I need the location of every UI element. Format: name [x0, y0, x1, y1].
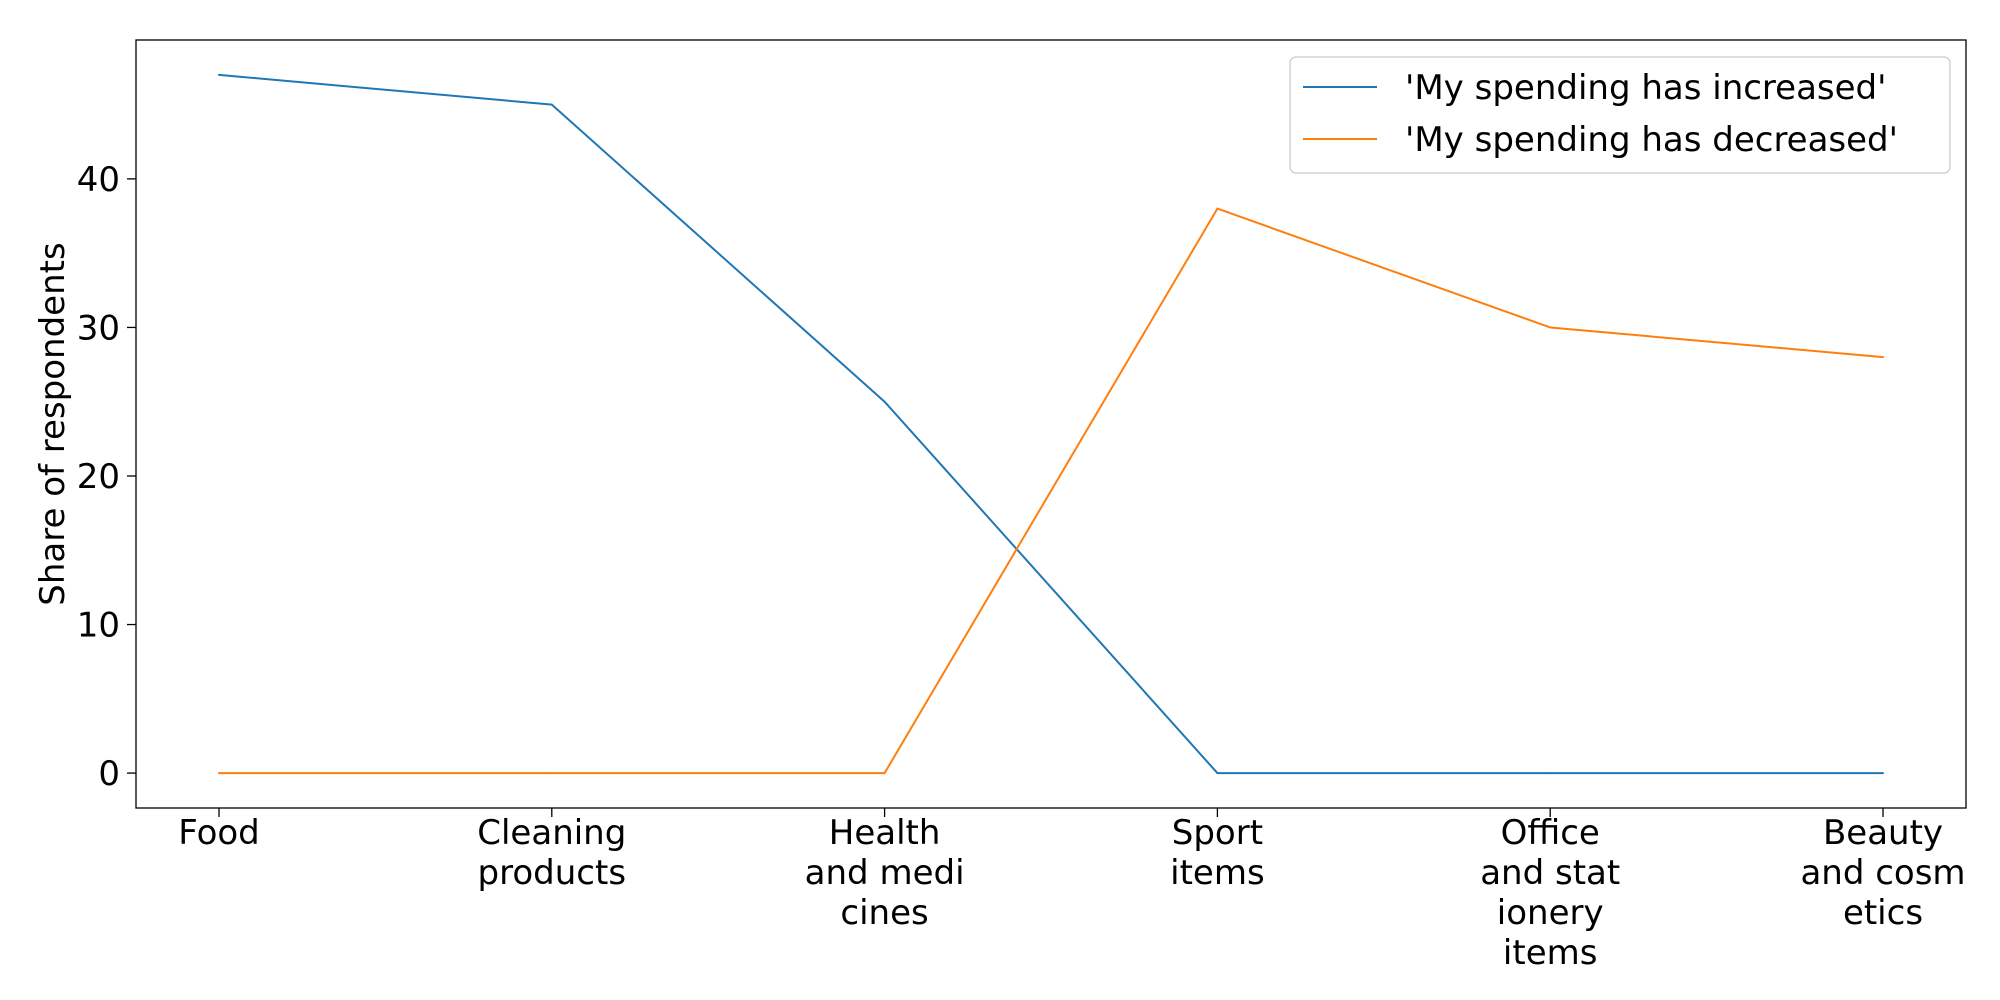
- data-point: [883, 772, 886, 775]
- x-tick-label-line: items: [1170, 853, 1265, 893]
- series-line-1: [218, 73, 1883, 775]
- legend-label: 'My spending has decreased': [1405, 120, 1898, 160]
- data-point: [1216, 207, 1219, 210]
- y-axis-title: Share of respondents: [33, 242, 73, 605]
- data-point: [1216, 772, 1219, 775]
- x-tick-label-line: etics: [1843, 893, 1923, 933]
- plot-area-frame: [135, 39, 1967, 809]
- x-tick-label-line: Office: [1501, 813, 1600, 853]
- y-tick-label: 20: [77, 457, 120, 497]
- data-point: [1882, 772, 1884, 775]
- x-tick-label-line: and medi: [805, 853, 965, 893]
- x-tick-label-line: and cosm: [1800, 853, 1965, 893]
- x-tick-label-line: Cleaning: [477, 813, 626, 853]
- data-point: [550, 772, 553, 775]
- x-tick-label-line: Sport: [1172, 813, 1263, 853]
- data-point: [883, 400, 886, 403]
- y-tick-label: 30: [77, 308, 120, 348]
- x-tick-label: Food: [178, 813, 260, 853]
- data-point: [1549, 326, 1552, 329]
- legend-box: [1289, 56, 1951, 174]
- data-point: [1549, 772, 1552, 775]
- x-tick-label-line: products: [478, 853, 626, 893]
- data-point: [550, 103, 553, 106]
- series-2: [218, 207, 1884, 775]
- series-line-2: [219, 207, 1884, 775]
- x-tick-label-line: ionery: [1497, 893, 1604, 933]
- x-tick-label-line: Beauty: [1823, 813, 1943, 853]
- y-tick-label: 10: [77, 606, 120, 646]
- legend-item: 'My spending has decreased': [1303, 120, 1898, 160]
- x-tick-label-line: Health: [829, 813, 941, 853]
- series-1: [218, 73, 1884, 775]
- x-tick-label-line: cines: [840, 893, 928, 933]
- x-tick-label-line: and stat: [1480, 853, 1620, 893]
- legend-item: 'My spending has increased': [1303, 68, 1886, 108]
- x-tick-label-line: Food: [178, 813, 260, 853]
- y-tick-label: 0: [98, 754, 120, 794]
- y-tick-label: 40: [77, 160, 120, 200]
- data-point: [218, 772, 220, 775]
- data-point: [218, 73, 220, 76]
- data-point: [1882, 356, 1884, 359]
- legend-label: 'My spending has increased': [1405, 68, 1886, 108]
- x-tick-label-line: items: [1503, 933, 1598, 973]
